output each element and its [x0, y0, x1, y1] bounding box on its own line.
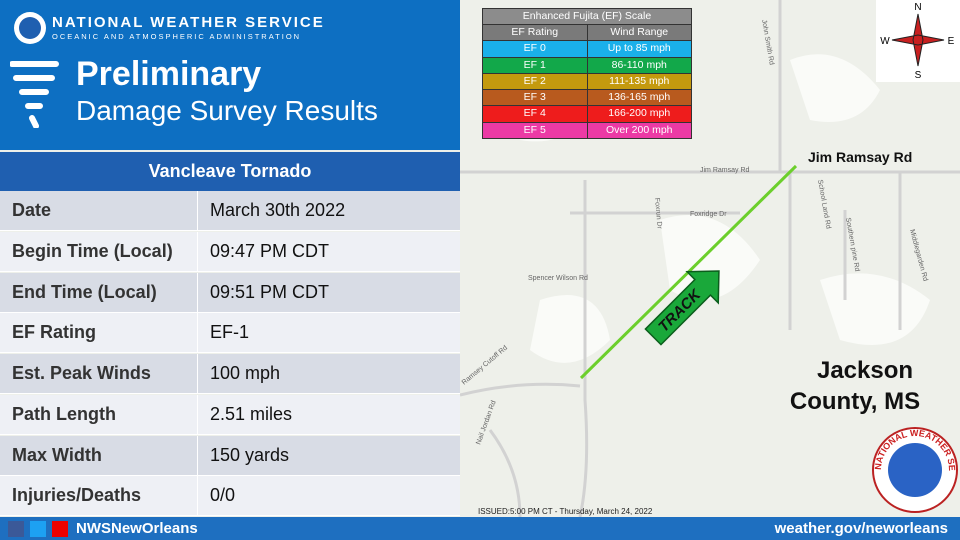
row-value: 150 yards: [198, 436, 460, 476]
ef-range: 136-165 mph: [588, 90, 692, 106]
road-label: Foxridge Dr: [690, 211, 727, 218]
ef-legend: Enhanced Fujita (EF) Scale EF Rating Win…: [482, 8, 692, 140]
county-label: County, MS: [790, 388, 920, 415]
ef-rating: EF 0: [483, 41, 588, 57]
ef-range: 86-110 mph: [588, 57, 692, 73]
row-value: 09:47 PM CDT: [198, 232, 460, 272]
table-row: Est. Peak Winds 100 mph: [0, 354, 460, 394]
social-handle: NWSNewOrleans: [76, 520, 198, 537]
map: TRACK Jim Ramsay Rd Foxridge Dr Spencer …: [460, 0, 960, 517]
row-label: Est. Peak Winds: [0, 354, 198, 394]
road-label: Middlegarden Rd: [908, 229, 929, 282]
nws-logo: NATIONAL WEATHER SERVICE: [872, 427, 958, 513]
row-label: EF Rating: [0, 313, 198, 354]
road-label: John Smith Rd: [760, 19, 775, 66]
county-label: Jackson: [817, 357, 913, 384]
row-label: Begin Time (Local): [0, 231, 198, 272]
ef-col: Wind Range: [588, 25, 692, 41]
ef-row: EF 2 111-135 mph: [482, 73, 692, 91]
road-label: Spencer Wilson Rd: [528, 275, 588, 282]
subtitle: Damage Survey Results: [76, 95, 378, 126]
row-label: End Time (Local): [0, 272, 198, 313]
ef-range: Up to 85 mph: [588, 41, 692, 57]
road-label: School Land Rd: [816, 179, 832, 229]
social-icons: [8, 521, 68, 537]
ef-range: Over 200 mph: [588, 122, 692, 139]
ef-row: EF 4 166-200 mph: [482, 106, 692, 123]
footer: NWSNewOrleans weather.gov/neworleans: [0, 517, 960, 540]
compass-label: N: [914, 2, 921, 13]
row-label: Max Width: [0, 435, 198, 476]
ef-rating: EF 5: [483, 122, 588, 139]
terrain: [500, 54, 930, 363]
table-row: EF Rating EF-1: [0, 313, 460, 354]
issued: ISSUED:5:00 PM CT - Thursday, March 24, …: [478, 507, 653, 516]
road-callout: Jim Ramsay Rd: [808, 149, 912, 165]
row-value: 100 mph: [198, 354, 460, 394]
header: NATIONAL WEATHER SERVICE OCEANIC AND ATM…: [0, 0, 460, 150]
row-label: Date: [0, 191, 198, 231]
compass-label: W: [880, 36, 890, 47]
ef-rating: EF 1: [483, 57, 588, 73]
row-value: 2.51 miles: [198, 395, 460, 435]
ef-rating: EF 4: [483, 106, 588, 122]
table-row: Max Width 150 yards: [0, 435, 460, 476]
ef-row: EF 1 86-110 mph: [482, 57, 692, 74]
road-label: Ramsey Cutoff Rd: [461, 344, 509, 386]
compass: N E S W: [876, 0, 960, 82]
table-row: Injuries/Deaths 0/0: [0, 476, 460, 517]
agency: NATIONAL WEATHER SERVICE: [52, 14, 325, 31]
table-row: Path Length 2.51 miles: [0, 394, 460, 435]
row-value: EF-1: [198, 313, 460, 354]
row-value: 0/0: [198, 476, 460, 517]
compass-label: S: [915, 70, 922, 81]
road-label: Jim Ramsay Rd: [700, 167, 750, 174]
url: weather.gov/neworleans: [774, 520, 948, 537]
ef-row: EF 5 Over 200 mph: [482, 122, 692, 140]
sub-agency: OCEANIC AND ATMOSPHERIC ADMINISTRATION: [52, 32, 302, 41]
ef-rating: EF 2: [483, 73, 588, 90]
table-row: End Time (Local) 09:51 PM CDT: [0, 272, 460, 313]
compass-label: E: [948, 36, 955, 47]
ef-row: EF 3 136-165 mph: [482, 90, 692, 107]
ef-col: EF Rating: [483, 25, 588, 41]
row-value: 09:51 PM CDT: [198, 273, 460, 313]
road-label: Foxrun Dr: [653, 198, 663, 230]
noaa-logo: [14, 12, 46, 44]
ef-title: Enhanced Fujita (EF) Scale: [482, 8, 692, 25]
ef-range: 111-135 mph: [588, 73, 692, 90]
table-title: Vancleave Tornado: [0, 152, 460, 191]
row-label: Path Length: [0, 394, 198, 435]
table-row: Date March 30th 2022: [0, 191, 460, 231]
ef-row: EF 0 Up to 85 mph: [482, 41, 692, 58]
table-row: Begin Time (Local) 09:47 PM CDT: [0, 231, 460, 272]
tornado-icon: [10, 61, 59, 128]
title: Preliminary: [76, 55, 262, 93]
ef-range: 166-200 mph: [588, 106, 692, 122]
row-label: Injuries/Deaths: [0, 476, 198, 517]
roads: [460, 0, 960, 517]
ef-rating: EF 3: [483, 90, 588, 106]
row-value: March 30th 2022: [198, 191, 460, 231]
